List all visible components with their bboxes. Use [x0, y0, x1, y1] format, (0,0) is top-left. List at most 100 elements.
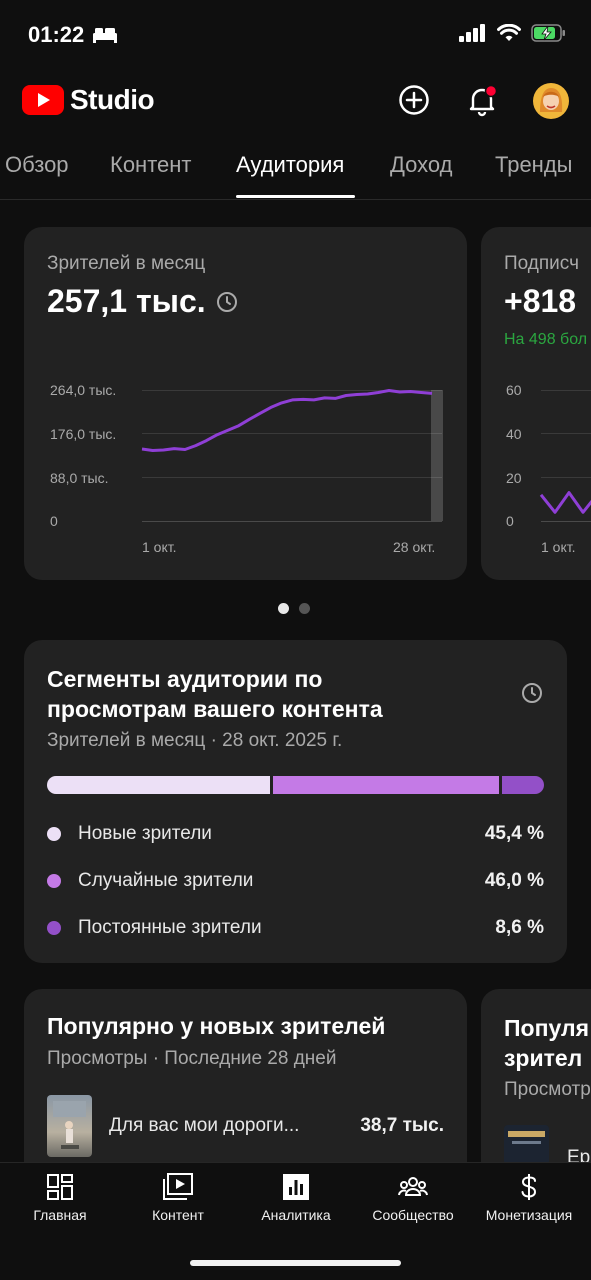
create-button[interactable] — [396, 82, 432, 118]
clock-icon — [216, 291, 237, 312]
status-bar: 01:22 — [0, 0, 591, 70]
legend-row-casual: Случайные зрители 46,0 % — [47, 866, 544, 896]
legend-row-regular: Постоянные зрители 8,6 % — [47, 913, 544, 943]
y-tick-label: 0 — [50, 513, 58, 529]
video-thumbnail[interactable] — [47, 1095, 92, 1157]
account-avatar-button[interactable] — [532, 82, 570, 120]
legend-dot — [47, 874, 61, 888]
y-tick-label: 40 — [506, 426, 522, 442]
pager-dot[interactable] — [299, 603, 310, 614]
nav-home[interactable]: Главная — [1, 1173, 119, 1223]
plus-circle-icon — [399, 85, 429, 115]
tab-content[interactable]: Контент — [110, 152, 192, 177]
monthly-viewers-card[interactable]: Зрителей в месяц 257,1 тыс. 264,0 тыс. 1… — [24, 227, 467, 580]
y-tick-label: 176,0 тыс. — [50, 426, 117, 442]
carousel-pager — [278, 603, 310, 614]
audience-segments-card[interactable]: Сегменты аудитории по просмотрам вашего … — [24, 640, 567, 963]
y-tick-label: 88,0 тыс. — [50, 470, 109, 486]
tab-audience[interactable]: Аудитория — [236, 152, 345, 177]
legend-row-new: Новые зрители 45,4 % — [47, 819, 544, 849]
grid-line — [541, 433, 591, 434]
active-tab-indicator — [236, 195, 355, 198]
x-tick-label: 28 окт. — [393, 539, 436, 555]
x-axis-line — [142, 521, 442, 522]
segment-bar-part — [501, 776, 544, 794]
analytics-icon — [283, 1174, 309, 1200]
bell-icon — [469, 84, 498, 117]
pager-dot-active[interactable] — [278, 603, 289, 614]
content-icon — [163, 1173, 193, 1200]
y-tick-label: 0 — [506, 513, 514, 529]
subscribers-comparison: На 498 бол — [504, 331, 588, 348]
card-title: Подписч — [504, 253, 579, 274]
dollar-icon — [521, 1174, 537, 1200]
battery-charging-icon — [531, 24, 565, 42]
nav-monetization[interactable]: Монетизация — [470, 1173, 588, 1223]
nav-label: Главная — [33, 1207, 87, 1223]
tab-overview[interactable]: Обзор — [5, 152, 69, 177]
legend-value: 45,4 % — [484, 823, 544, 844]
tabs-bar: Обзор Контент Аудитория Доход Тренды — [0, 140, 591, 200]
clock-icon[interactable] — [521, 682, 543, 704]
nav-content[interactable]: Контент — [119, 1173, 237, 1223]
video-thumbnail[interactable] — [504, 1125, 549, 1165]
community-icon — [398, 1177, 428, 1196]
legend-label: Случайные зрители — [78, 870, 254, 891]
video-title[interactable]: Для вас мои дороги... — [109, 1115, 300, 1136]
thumbnail-figure-icon — [53, 1101, 86, 1149]
series-line — [539, 491, 591, 514]
tab-trends[interactable]: Тренды — [495, 152, 573, 177]
grid-line — [541, 477, 591, 478]
series-line — [141, 389, 433, 452]
x-axis-line — [541, 521, 591, 522]
card-title: Зрителей в месяц — [47, 253, 206, 274]
time-text: 01:22 — [28, 22, 85, 47]
subscribers-card[interactable]: Подписч +818 На 498 бол 60 40 20 0 1 окт… — [481, 227, 591, 580]
monthly-viewers-line-chart — [141, 389, 443, 521]
legend-label: Новые зрители — [78, 823, 212, 844]
avatar-icon — [533, 83, 569, 119]
x-tick-label: 1 окт. — [541, 539, 576, 555]
grid-line — [142, 390, 442, 391]
popular-subtitle: Просмотры · Последние 28 дней — [47, 1048, 337, 1069]
legend-label: Постоянные зрители — [78, 917, 262, 938]
legend-value: 8,6 % — [495, 917, 544, 938]
popular-new-viewers-card[interactable]: Популярно у новых зрителей Просмотры · П… — [24, 989, 467, 1189]
nav-label: Аналитика — [261, 1207, 331, 1223]
grid-line — [541, 390, 591, 391]
cellular-signal-icon — [459, 24, 485, 42]
subscribers-line-chart — [539, 491, 591, 514]
segments-title-line2: просмотрам вашего контента — [47, 696, 383, 722]
nav-label: Сообщество — [372, 1207, 454, 1223]
nav-community[interactable]: Сообщество — [354, 1173, 472, 1223]
legend-value: 46,0 % — [484, 870, 544, 891]
nav-label: Контент — [152, 1207, 204, 1223]
tab-revenue[interactable]: Доход — [390, 152, 453, 177]
y-tick-label: 60 — [506, 382, 522, 398]
segments-title-line1: Сегменты аудитории по — [47, 666, 323, 692]
dashboard-icon — [47, 1174, 73, 1200]
app-header: Studio — [0, 70, 591, 134]
legend-dot — [47, 827, 61, 841]
popular2-subtitle: Просмотр — [504, 1079, 591, 1100]
sleep-bed-icon — [93, 28, 118, 43]
segment-bar-part — [272, 776, 499, 794]
logo-studio-text: Studio — [70, 84, 155, 115]
wifi-icon — [497, 24, 521, 41]
notifications-button[interactable] — [464, 82, 500, 118]
nav-analytics[interactable]: Аналитика — [237, 1173, 355, 1223]
popular-card-2[interactable]: Популя зрител Просмотр Ер — [481, 989, 591, 1189]
current-period-highlight — [431, 390, 443, 521]
nav-label: Монетизация — [485, 1207, 573, 1223]
popular2-title-line2: зрител — [504, 1045, 583, 1071]
y-tick-label: 20 — [506, 470, 522, 486]
thumbnail-book-icon — [508, 1131, 545, 1144]
popular2-title-line1: Популя — [504, 1015, 589, 1041]
monthly-viewers-value: 257,1 тыс. — [47, 283, 206, 319]
youtube-studio-logo[interactable]: Studio — [22, 84, 155, 116]
home-indicator — [190, 1260, 401, 1266]
youtube-play-logo-icon — [22, 85, 64, 115]
status-time: 01:22 — [28, 22, 118, 48]
video-views: 38,7 тыс. — [360, 1115, 444, 1136]
legend-dot — [47, 921, 61, 935]
